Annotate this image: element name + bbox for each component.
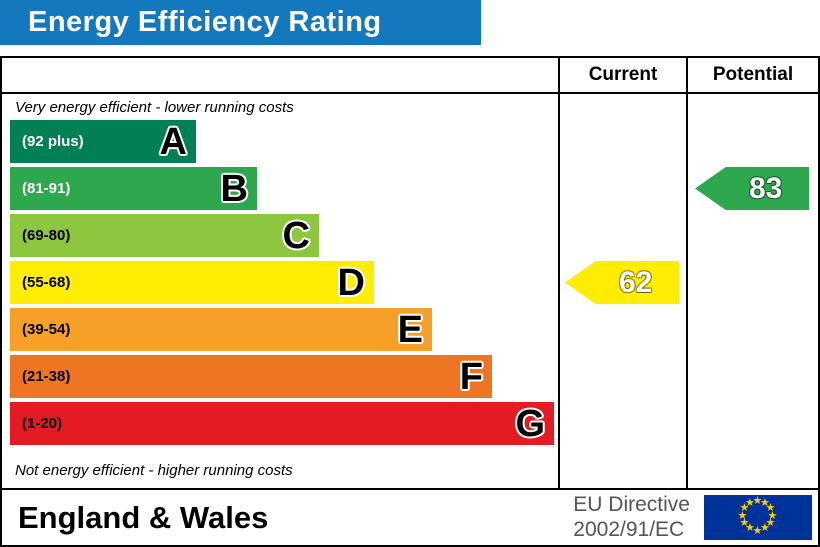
- band-g-range: (1-20): [22, 415, 63, 432]
- rating-table-body: Very energy efficient - lower running co…: [2, 94, 818, 488]
- eu-star-icon: ★: [737, 509, 748, 522]
- band-a-range: (92 plus): [22, 133, 84, 150]
- current-column: 62: [560, 94, 688, 488]
- band-b-range: (81-91): [22, 180, 71, 197]
- band-e-bar: (39-54) E: [10, 308, 432, 351]
- band-c: (69-80) C: [2, 214, 558, 261]
- eu-directive-label: EU Directive 2002/91/EC: [573, 493, 690, 541]
- band-c-bar: (69-80) C: [10, 214, 319, 257]
- top-note: Very energy efficient - lower running co…: [15, 98, 294, 116]
- eu-star-icon: ★: [760, 496, 770, 509]
- eu-star-icon: ★: [752, 524, 763, 537]
- eu-star-icon: ★: [767, 509, 778, 522]
- band-e-letter: E: [397, 308, 423, 351]
- footer-bar: England & Wales EU Directive 2002/91/EC …: [0, 490, 820, 547]
- bottom-note: Not energy efficient - higher running co…: [15, 462, 293, 479]
- eu-star-icon: ★: [765, 502, 776, 514]
- current-column-header: Current: [560, 58, 688, 94]
- chart-title-bar: Energy Efficiency Rating: [0, 0, 481, 45]
- current-rating-value: 62: [618, 265, 653, 299]
- band-a-bar: (92 plus) A: [10, 120, 196, 163]
- band-a-letter: A: [159, 120, 187, 163]
- eu-star-icon: ★: [752, 494, 763, 507]
- band-b-letter: B: [220, 167, 248, 210]
- band-f-letter: F: [459, 355, 483, 398]
- band-b: (81-91) B: [2, 167, 558, 214]
- band-f-bar: (21-38) F: [10, 355, 492, 398]
- rating-table: Current Potential Very energy efficient …: [0, 56, 820, 490]
- band-e-range: (39-54): [22, 321, 71, 338]
- band-d-letter: D: [337, 261, 365, 304]
- chart-title: Energy Efficiency Rating: [28, 6, 382, 38]
- eu-star-icon: ★: [745, 522, 755, 535]
- band-f-range: (21-38): [22, 368, 71, 385]
- band-g-bar: (1-20) G: [10, 402, 554, 445]
- band-b-bar: (81-91) B: [10, 167, 257, 210]
- column-header-row: Current Potential: [2, 58, 818, 94]
- potential-rating-value: 83: [748, 171, 783, 205]
- eu-star-icon: ★: [739, 502, 750, 514]
- bands-column: Very energy efficient - lower running co…: [2, 94, 560, 488]
- potential-column-header: Potential: [688, 58, 818, 94]
- band-g-letter: G: [515, 402, 545, 445]
- current-rating-arrow: 62: [565, 261, 679, 304]
- band-a: (92 plus) A: [2, 120, 558, 167]
- eu-directive-line2: 2002/91/EC: [573, 517, 685, 541]
- region-label: England & Wales: [18, 499, 269, 535]
- eu-star-icon: ★: [760, 522, 770, 535]
- band-e: (39-54) E: [2, 308, 558, 355]
- band-d-range: (55-68): [22, 274, 71, 291]
- band-c-range: (69-80): [22, 227, 71, 244]
- band-f: (21-38) F: [2, 355, 558, 402]
- eu-star-icon: ★: [765, 517, 776, 529]
- band-d: (55-68) D: [2, 261, 558, 308]
- eu-star-icon: ★: [745, 496, 755, 509]
- header-spacer-cell: [2, 58, 560, 94]
- band-d-bar: (55-68) D: [10, 261, 374, 304]
- potential-rating-arrow: 83: [695, 167, 809, 210]
- eu-star-icon: ★: [739, 517, 750, 529]
- band-g: (1-20) G: [2, 402, 558, 449]
- eu-directive-line1: EU Directive: [573, 493, 690, 517]
- potential-column: 83: [688, 94, 818, 488]
- band-c-letter: C: [282, 214, 310, 257]
- eu-flag-icon: ★ ★ ★ ★ ★ ★ ★ ★ ★ ★ ★ ★: [704, 495, 812, 540]
